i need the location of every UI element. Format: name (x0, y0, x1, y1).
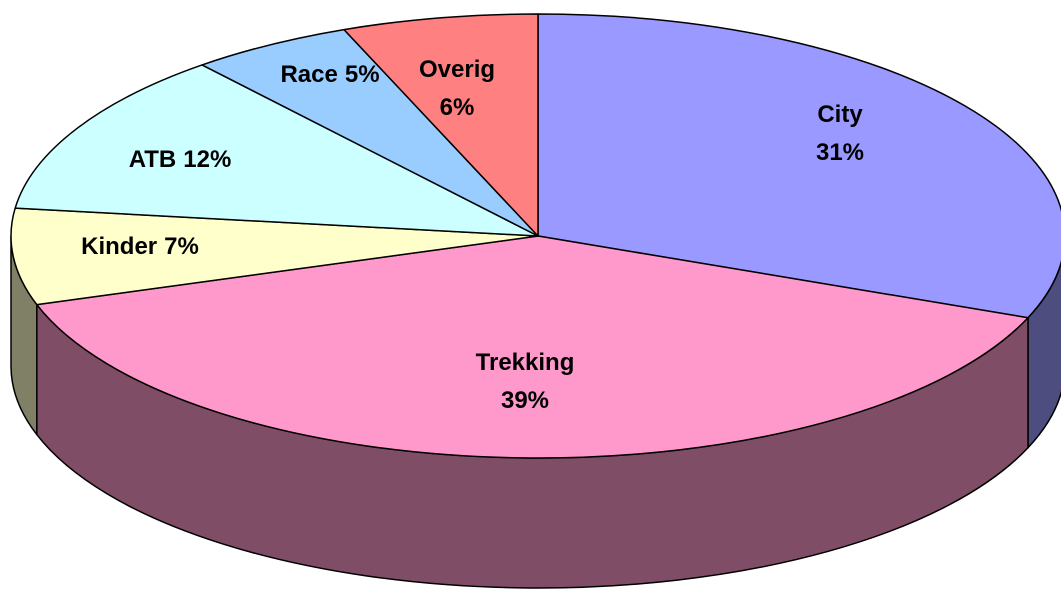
label-value: 5% (345, 61, 380, 88)
label-category: Race (280, 61, 337, 88)
data-label: City 31% (816, 101, 864, 166)
label-category: Overig (419, 56, 495, 83)
data-label: Race 5% (280, 61, 379, 88)
label-category: ATB (129, 146, 177, 173)
label-category: City (817, 101, 863, 128)
data-label: Trekking 39% (476, 349, 575, 414)
label-value: 6% (440, 94, 475, 121)
label-value: 31% (816, 139, 864, 166)
label-category: Trekking (476, 349, 575, 376)
slice (343, 13, 539, 237)
data-label: Kinder 7% (81, 233, 199, 260)
data-label: ATB 12% (129, 146, 232, 173)
slice (10, 207, 539, 306)
slice (201, 28, 539, 237)
slice (537, 13, 1061, 319)
label-value: 7% (164, 233, 199, 260)
label-value: 12% (183, 146, 231, 173)
label-value: 39% (501, 387, 549, 414)
slice (36, 235, 1029, 459)
slice (14, 64, 539, 237)
data-label: Overig 6% (419, 56, 495, 121)
label-category: Kinder (81, 233, 157, 260)
